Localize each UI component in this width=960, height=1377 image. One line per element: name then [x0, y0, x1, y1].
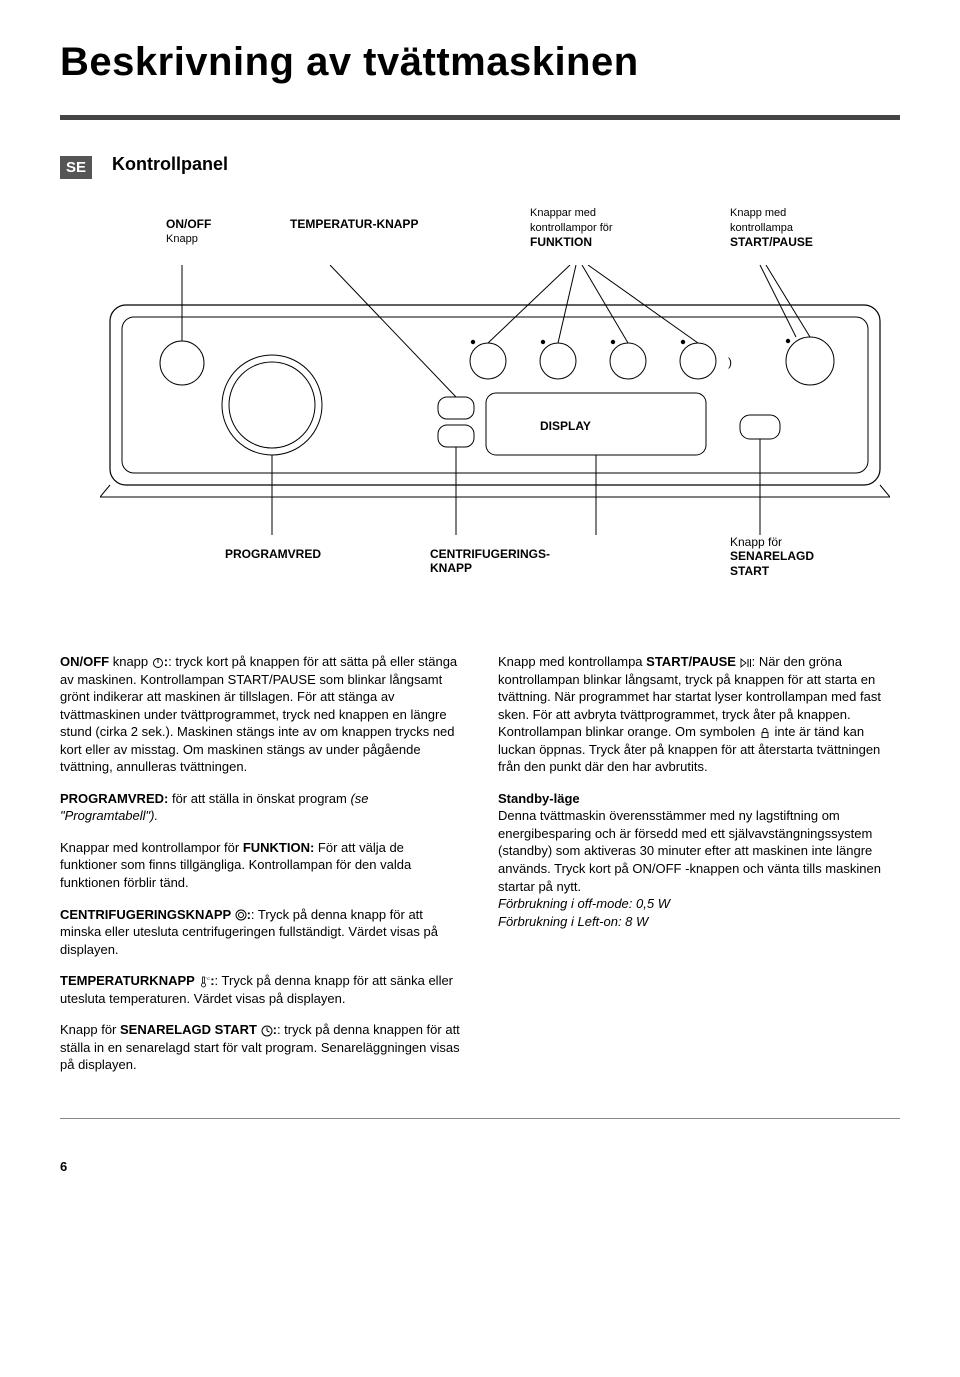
top-labels-row: ON/OFF Knapp TEMPERATUR-KNAPP Knappar me… — [140, 199, 900, 259]
para-programvred: PROGRAMVRED: för att ställa in önskat pr… — [60, 790, 462, 825]
page-title: Beskrivning av tvättmaskinen — [60, 40, 900, 85]
label-startpause: Knapp med kontrollampa START/PAUSE — [730, 205, 813, 250]
para-onoff: ON/OFF knapp :: tryck kort på knappen fö… — [60, 653, 462, 776]
title-rule — [60, 115, 900, 120]
para-standby: Standby-läge Denna tvättmaskin överensst… — [498, 790, 900, 930]
label-senarelagd: Knapp för SENARELAGD START — [730, 535, 814, 578]
func-buttons — [470, 340, 716, 379]
body-columns: ON/OFF knapp :: tryck kort på knappen fö… — [60, 653, 900, 1088]
para-funktion: Knappar med kontrollampor för FUNKTION: … — [60, 839, 462, 892]
label-funktion: Knappar med kontrollampor för FUNKTION — [530, 205, 613, 250]
footer-rule — [60, 1118, 900, 1119]
right-column: Knapp med kontrollampa START/PAUSE : När… — [498, 653, 900, 1088]
clock-icon — [261, 1025, 273, 1037]
section-subtitle: Kontrollpanel — [112, 154, 228, 175]
label-programvred: PROGRAMVRED — [225, 547, 321, 561]
display-label: DISPLAY — [540, 419, 591, 433]
label-onoff: ON/OFF Knapp — [166, 217, 211, 247]
thermometer-icon: °C — [198, 976, 210, 988]
page-number: 6 — [60, 1159, 900, 1174]
panel-svg: ) DISPLAY — [100, 265, 890, 535]
svg-text:): ) — [728, 355, 732, 369]
play-pause-icon — [740, 657, 752, 669]
para-startpause: Knapp med kontrollampa START/PAUSE : När… — [498, 653, 900, 776]
para-temperatur: TEMPERATURKNAPP °C:: Tryck på denna knap… — [60, 972, 462, 1007]
language-badge: SE — [60, 156, 92, 179]
label-centrifug: CENTRIFUGERINGS- KNAPP — [430, 547, 550, 576]
lock-icon — [759, 727, 771, 739]
power-icon — [152, 657, 164, 669]
label-temperature: TEMPERATUR-KNAPP — [290, 217, 418, 231]
spin-icon — [235, 909, 247, 921]
left-column: ON/OFF knapp :: tryck kort på knappen fö… — [60, 653, 462, 1088]
control-panel-diagram: ) DISPLAY — [100, 265, 900, 535]
para-centrifug: CENTRIFUGERINGSKNAPP :: Tryck på denna k… — [60, 906, 462, 959]
bottom-labels-row: PROGRAMVRED CENTRIFUGERINGS- KNAPP Knapp… — [140, 547, 900, 617]
para-senarelagd: Knapp för SENARELAGD START :: tryck på d… — [60, 1021, 462, 1074]
